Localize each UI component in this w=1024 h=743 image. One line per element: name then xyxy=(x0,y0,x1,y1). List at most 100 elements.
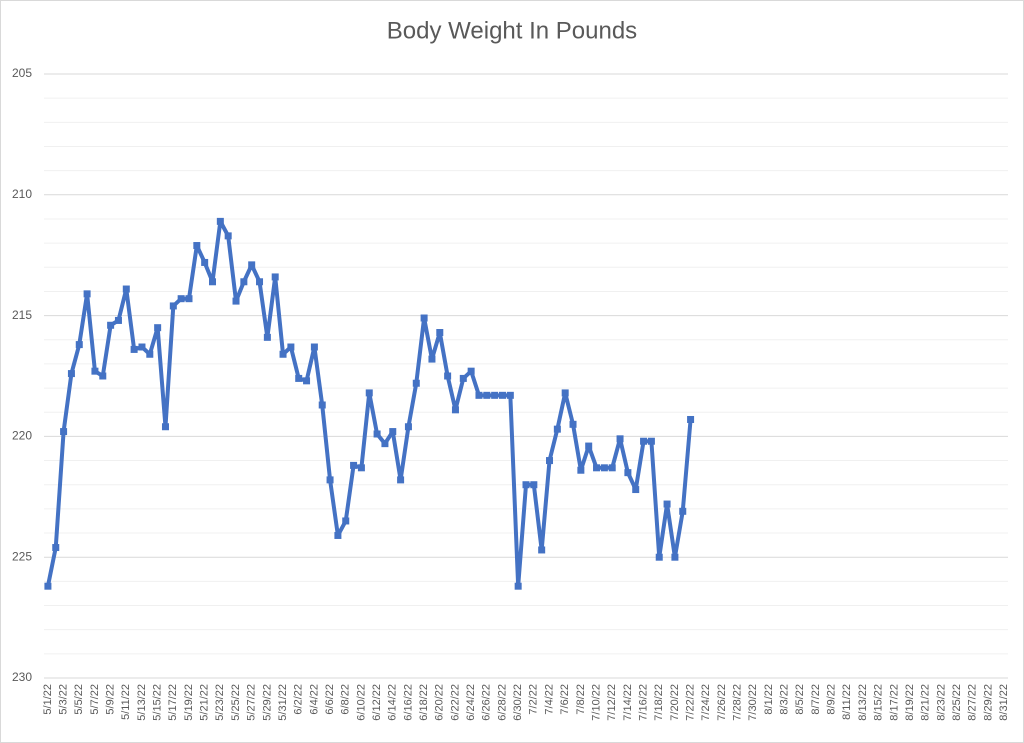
marker xyxy=(577,466,585,474)
x-tick-label: 5/31/22 xyxy=(277,684,289,721)
marker xyxy=(357,464,365,472)
marker xyxy=(209,278,217,286)
x-tick-label: 6/10/22 xyxy=(355,684,367,721)
x-tick-label: 6/20/22 xyxy=(434,684,446,721)
marker xyxy=(83,290,91,298)
y-tick-label: 220 xyxy=(12,429,32,443)
y-tick-label: 205 xyxy=(12,66,32,80)
x-tick-label: 7/18/22 xyxy=(653,684,665,721)
marker xyxy=(420,314,428,322)
x-tick-label: 7/6/22 xyxy=(559,684,571,715)
x-tick-label: 6/2/22 xyxy=(293,684,305,715)
marker xyxy=(350,461,358,469)
x-tick-label: 6/8/22 xyxy=(340,684,352,715)
x-tick-label: 5/7/22 xyxy=(89,684,101,715)
marker xyxy=(397,476,405,484)
x-tick-label: 5/13/22 xyxy=(136,684,148,721)
marker xyxy=(459,374,467,382)
y-tick-label: 230 xyxy=(12,670,32,684)
marker xyxy=(114,316,122,324)
x-tick-label: 8/1/22 xyxy=(763,684,775,715)
marker xyxy=(169,302,177,310)
marker xyxy=(177,295,185,303)
marker xyxy=(467,367,475,375)
marker xyxy=(428,355,436,363)
marker xyxy=(224,232,232,240)
marker xyxy=(75,341,83,349)
x-tick-label: 7/4/22 xyxy=(543,684,555,715)
marker xyxy=(161,423,169,431)
marker xyxy=(91,367,99,375)
marker xyxy=(522,481,530,489)
x-tick-label: 7/12/22 xyxy=(606,684,618,721)
marker xyxy=(122,285,130,293)
x-tick-label: 5/11/22 xyxy=(120,684,132,720)
marker xyxy=(130,345,138,353)
x-tick-label: 5/23/22 xyxy=(214,684,226,721)
x-tick-label: 5/17/22 xyxy=(167,684,179,721)
marker xyxy=(67,370,75,378)
x-tick-label: 6/30/22 xyxy=(512,684,524,721)
x-tick-label: 5/27/22 xyxy=(246,684,258,721)
marker xyxy=(271,273,279,281)
marker xyxy=(600,464,608,472)
x-tick-label: 6/24/22 xyxy=(465,684,477,721)
x-tick-label: 5/29/22 xyxy=(261,684,273,721)
marker xyxy=(640,437,648,445)
x-tick-label: 7/28/22 xyxy=(732,684,744,721)
x-tick-label: 6/28/22 xyxy=(496,684,508,721)
marker xyxy=(138,343,146,351)
x-tick-label: 6/4/22 xyxy=(308,684,320,715)
marker xyxy=(303,377,311,385)
marker xyxy=(561,389,569,397)
x-tick-label: 8/21/22 xyxy=(920,684,932,721)
marker xyxy=(295,374,303,382)
marker xyxy=(585,442,593,450)
x-tick-label: 7/16/22 xyxy=(637,684,649,721)
x-tick-label: 8/15/22 xyxy=(873,684,885,721)
marker xyxy=(256,278,264,286)
x-tick-label: 8/7/22 xyxy=(810,684,822,715)
x-tick-label: 5/3/22 xyxy=(57,684,69,715)
marker xyxy=(569,420,577,428)
marker xyxy=(52,544,60,552)
x-tick-label: 7/10/22 xyxy=(590,684,602,721)
marker xyxy=(44,582,52,590)
y-tick-label: 215 xyxy=(12,308,32,322)
x-tick-label: 6/18/22 xyxy=(418,684,430,721)
y-tick-label: 225 xyxy=(12,549,32,563)
x-tick-label: 7/14/22 xyxy=(622,684,634,721)
marker xyxy=(99,372,107,380)
marker xyxy=(663,500,671,508)
marker xyxy=(193,242,201,250)
x-tick-label: 8/27/22 xyxy=(967,684,979,721)
x-tick-label: 8/13/22 xyxy=(857,684,869,721)
marker xyxy=(483,391,491,399)
marker xyxy=(687,415,695,423)
marker xyxy=(389,428,397,436)
marker xyxy=(498,391,506,399)
marker xyxy=(538,546,546,554)
x-tick-label: 5/9/22 xyxy=(105,684,117,715)
marker xyxy=(608,464,616,472)
marker xyxy=(60,428,68,436)
marker xyxy=(232,297,240,305)
marker xyxy=(154,324,162,332)
marker xyxy=(373,430,381,438)
x-tick-label: 7/30/22 xyxy=(747,684,759,721)
marker xyxy=(216,217,224,225)
x-tick-label: 7/2/22 xyxy=(528,684,540,715)
marker xyxy=(263,333,271,341)
marker xyxy=(240,278,248,286)
x-tick-label: 7/8/22 xyxy=(575,684,587,715)
x-tick-label: 8/3/22 xyxy=(779,684,791,715)
marker xyxy=(616,435,624,443)
marker xyxy=(326,476,334,484)
marker xyxy=(451,406,459,414)
x-tick-label: 7/24/22 xyxy=(700,684,712,721)
x-tick-label: 8/11/22 xyxy=(841,684,853,720)
marker xyxy=(146,350,154,358)
marker xyxy=(342,517,350,525)
